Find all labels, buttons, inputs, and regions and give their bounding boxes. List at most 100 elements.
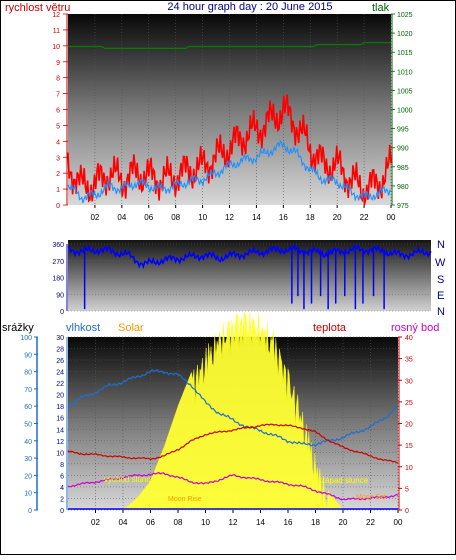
temp-y-tick-label: 10 xyxy=(405,465,413,472)
chart-marks xyxy=(67,42,432,511)
pressure-y-tick-label: 1025 xyxy=(397,12,413,19)
pressure-y-tick-label: 975 xyxy=(397,203,409,210)
rain-y-tick-label: 30 xyxy=(24,456,32,463)
wind-speed-axis-title: rychlost větru xyxy=(5,2,70,14)
solar-y-tick-label: 18 xyxy=(56,404,64,411)
rain-y-tick-label: 100 xyxy=(20,335,32,342)
direction-label-n-top: N xyxy=(437,239,445,251)
solar-y-tick-label: 14 xyxy=(56,427,64,434)
wind-x-tick-label: 18 xyxy=(306,213,315,222)
rain-y-tick-label: 80 xyxy=(24,370,32,377)
dew-point-line xyxy=(67,471,399,501)
wind-x-tick-label: 10 xyxy=(198,213,207,222)
direction-y-tick-label: 90 xyxy=(56,292,64,299)
pressure-y-tick-label: 1000 xyxy=(397,108,413,115)
pressure-y-tick-label: 990 xyxy=(397,146,409,153)
solar-y-tick-label: 8 xyxy=(60,462,64,469)
solar-y-tick-label: 24 xyxy=(56,370,64,377)
temp-y-tick-label: 35 xyxy=(405,357,413,364)
direction-label-s: S xyxy=(437,274,444,286)
bottom-x-tick-label: 10 xyxy=(201,518,210,527)
rain-y-tick-label: 60 xyxy=(24,404,32,411)
temp-y-tick-label: 30 xyxy=(405,378,413,385)
wind-y-tick-label: 7 xyxy=(56,92,60,99)
solar-y-tick-label: 4 xyxy=(60,485,64,492)
pressure-axis-title: tlak xyxy=(372,2,390,14)
temp-y-tick-label: 25 xyxy=(405,400,413,407)
direction-label-e: E xyxy=(437,290,444,302)
wind-x-tick-label: 02 xyxy=(90,213,99,222)
wind-y-tick-label: 6 xyxy=(56,108,60,115)
sunset-annotation: západ slunce xyxy=(321,476,369,485)
rain-y-tick-label: 40 xyxy=(24,439,32,446)
moon-set-annotation: Moon Set xyxy=(356,494,386,501)
pressure-line xyxy=(68,42,391,50)
wind-y-tick-label: 3 xyxy=(56,155,60,162)
rain-axis-title: srážky xyxy=(2,322,34,334)
axis-labels: 02 04 06 08 10 12 14 16 18 20 22 000123456789101112… xyxy=(20,12,413,527)
rain-y-tick-label: 10 xyxy=(24,491,32,498)
direction-y-tick-label: 270 xyxy=(52,259,64,266)
bottom-x-tick-label: 18 xyxy=(311,518,320,527)
rain-y-tick-label: 0 xyxy=(28,508,32,515)
direction-line xyxy=(67,242,432,270)
temp-y-tick-label: 15 xyxy=(405,443,413,450)
wind-y-tick-label: 5 xyxy=(56,123,60,130)
wind-gust-line xyxy=(67,94,392,206)
direction-label-n-bottom: N xyxy=(437,306,445,318)
solar-y-tick-label: 30 xyxy=(56,335,64,342)
pressure-y-tick-label: 980 xyxy=(397,184,409,191)
bottom-x-tick-label: 06 xyxy=(146,518,155,527)
wind-y-tick-label: 11 xyxy=(53,28,60,35)
chart-title: 24 hour graph day : 20 June 2015 xyxy=(167,1,332,13)
pressure-y-tick-label: 1010 xyxy=(397,69,413,76)
bottom-x-tick-label: 22 xyxy=(366,518,375,527)
bottom-x-tick-label: 02 xyxy=(91,518,100,527)
rain-y-tick-label: 50 xyxy=(24,422,32,429)
moon-rise-annotation: Moon Rise xyxy=(168,496,202,503)
wind-x-tick-label: 08 xyxy=(171,213,180,222)
direction-label-w: W xyxy=(435,257,446,269)
solar-y-tick-label: 20 xyxy=(56,393,64,400)
solar-y-tick-label: 10 xyxy=(56,450,64,457)
wind-x-tick-label: 04 xyxy=(117,213,126,222)
direction-gridlines xyxy=(68,243,431,312)
solar-y-tick-label: 2 xyxy=(60,496,64,503)
wind-x-tick-label: 16 xyxy=(279,213,288,222)
pressure-y-tick-label: 1005 xyxy=(397,88,413,95)
pressure-y-tick-label: 1020 xyxy=(397,31,413,38)
solar-y-tick-label: 26 xyxy=(56,358,64,365)
wind-x-tick-label: 22 xyxy=(360,213,369,222)
pressure-y-tick-label: 985 xyxy=(397,165,409,172)
temp-y-tick-label: 40 xyxy=(405,335,413,342)
direction-y-tick-label: 0 xyxy=(60,309,64,316)
wind-x-tick-label: 06 xyxy=(144,213,153,222)
rain-y-tick-label: 90 xyxy=(24,352,32,359)
temperature-line xyxy=(67,423,399,464)
wind-y-tick-label: 10 xyxy=(52,44,60,51)
pressure-y-tick-label: 995 xyxy=(397,127,409,134)
direction-y-tick-label: 360 xyxy=(52,242,64,249)
temperature-axis-title: teplota xyxy=(313,322,347,334)
rain-y-tick-label: 20 xyxy=(24,473,32,480)
sunrise-annotation: východ slunce xyxy=(104,475,155,484)
solar-y-tick-label: 0 xyxy=(60,508,64,515)
solar-y-tick-label: 12 xyxy=(56,439,64,446)
direction-y-tick-label: 180 xyxy=(52,276,64,283)
solar-y-tick-label: 16 xyxy=(56,416,64,423)
humidity-line xyxy=(67,368,399,447)
dew-point-axis-title: rosný bod xyxy=(391,322,439,334)
temp-y-tick-label: 20 xyxy=(405,422,413,429)
wind-y-tick-label: 9 xyxy=(56,60,60,67)
bottom-x-tick-label: 04 xyxy=(119,518,128,527)
bottom-x-tick-label: 12 xyxy=(229,518,238,527)
wind-y-tick-label: 0 xyxy=(56,203,60,210)
wind-y-tick-label: 8 xyxy=(56,76,60,83)
wind-y-tick-label: 2 xyxy=(56,171,60,178)
bottom-x-tick-label: 00 xyxy=(394,518,403,527)
wind-x-tick-label: 00 xyxy=(387,213,396,222)
wind-x-tick-label: 12 xyxy=(225,213,234,222)
wind-average-line xyxy=(67,139,392,204)
